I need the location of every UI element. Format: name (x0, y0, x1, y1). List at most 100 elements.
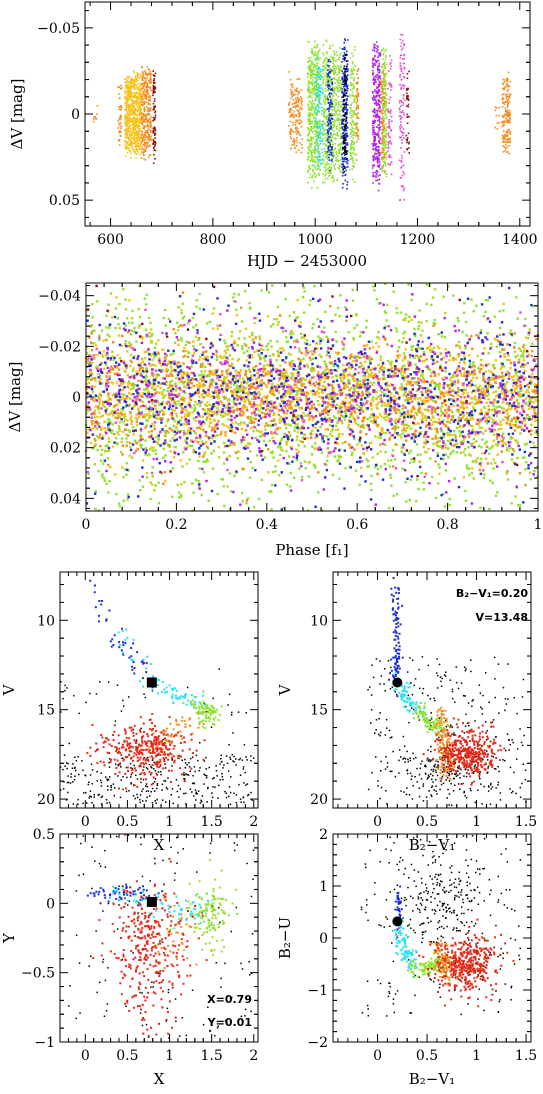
lightcurve-point (127, 129, 130, 131)
lightcurve-point (142, 91, 144, 93)
lightcurve-point (340, 127, 343, 129)
lightcurve-point (407, 105, 409, 108)
lightcurve-point (326, 52, 328, 55)
phase-point (125, 462, 128, 465)
lightcurve-point (337, 96, 339, 98)
lightcurve-point (294, 114, 297, 116)
lightcurve-point (322, 107, 325, 110)
lightcurve-point (349, 74, 352, 77)
phase-point (125, 473, 128, 476)
lightcurve-point (141, 137, 143, 139)
lightcurve-point (343, 93, 345, 95)
lightcurve-point (331, 104, 334, 106)
lightcurve-point (117, 119, 120, 122)
lightcurve-point (372, 172, 374, 174)
lightcurve-point (340, 119, 342, 121)
lightcurve-point (154, 128, 156, 131)
phase-point (390, 360, 393, 364)
lightcurve-point (373, 132, 376, 135)
phase-point (296, 427, 300, 431)
phase-point (404, 317, 407, 320)
lightcurve-point (308, 92, 311, 94)
lightcurve-point (375, 90, 378, 93)
lightcurve-point (306, 139, 309, 142)
lightcurve-point (403, 43, 405, 45)
lightcurve-point (344, 54, 347, 57)
lightcurve-point (385, 147, 387, 149)
lightcurve-point (333, 77, 335, 80)
lightcurve-point (292, 99, 295, 101)
lightcurve-point (336, 54, 338, 57)
lightcurve-point (133, 136, 135, 138)
lightcurve-point (384, 58, 387, 61)
lightcurve-point (325, 115, 328, 117)
lightcurve-point (311, 50, 313, 53)
x-tick-label: 1400 (502, 232, 538, 248)
lightcurve-point (346, 97, 348, 100)
lightcurve-point (317, 136, 320, 138)
phase-point (188, 458, 191, 461)
lightcurve-point (351, 131, 353, 133)
lightcurve-point (385, 107, 388, 110)
lightcurve-point (154, 129, 157, 132)
lightcurve-point (504, 81, 506, 83)
phase-point (202, 470, 206, 474)
lightcurve-point (293, 141, 296, 143)
lightcurve-point (376, 68, 379, 70)
lightcurve-point (401, 157, 403, 160)
lightcurve-point (300, 99, 302, 102)
lightcurve-point (124, 78, 126, 80)
lightcurve-point (134, 78, 136, 81)
lightcurve-point (352, 67, 354, 70)
lightcurve-point (350, 124, 353, 126)
phase-point (347, 378, 350, 382)
lightcurve-point (325, 169, 327, 171)
lightcurve-point (318, 76, 321, 79)
lightcurve-point (332, 65, 334, 68)
lightcurve-point (345, 94, 347, 97)
phase-point (229, 490, 233, 493)
lightcurve-point (309, 167, 312, 170)
lightcurve-point (346, 109, 349, 111)
lightcurve-point (336, 179, 339, 181)
lightcurve-point (377, 89, 380, 92)
lightcurve-point (310, 52, 313, 54)
lightcurve-point (145, 135, 147, 137)
lightcurve-point (344, 146, 347, 149)
lightcurve-point (308, 73, 311, 76)
lightcurve-point (312, 170, 314, 173)
lightcurve-point (504, 79, 506, 81)
phase-point (235, 308, 238, 311)
phase-point (107, 440, 111, 443)
phase-point (407, 283, 410, 286)
lightcurve-point (351, 91, 354, 94)
lightcurve-point (153, 78, 156, 80)
lightcurve-point (328, 149, 331, 152)
lightcurve-point (335, 151, 338, 153)
lightcurve-point (125, 106, 128, 109)
phase-point (517, 504, 520, 507)
phase-point (275, 433, 279, 436)
phase-point (298, 467, 301, 470)
lightcurve-point (338, 119, 341, 121)
lightcurve-point (333, 121, 336, 124)
lightcurve-point (127, 101, 129, 103)
lightcurve-point (505, 97, 507, 100)
phase-point (207, 499, 210, 502)
lightcurve-point (373, 137, 376, 140)
lightcurve-point (508, 138, 511, 141)
lightcurve-point (343, 88, 346, 90)
phase-point (486, 332, 489, 335)
lightcurve-point (148, 125, 151, 127)
lightcurve-point (331, 136, 333, 138)
lightcurve-point (347, 68, 349, 70)
lightcurve-point (328, 168, 330, 171)
lightcurve-point (389, 140, 391, 142)
lightcurve-point (308, 94, 311, 97)
lightcurve-point (329, 47, 332, 50)
lightcurve-point (314, 156, 316, 158)
lightcurve-point (379, 168, 382, 170)
lightcurve-point (503, 123, 505, 126)
lightcurve-point (503, 88, 505, 91)
lightcurve-point (378, 110, 381, 113)
